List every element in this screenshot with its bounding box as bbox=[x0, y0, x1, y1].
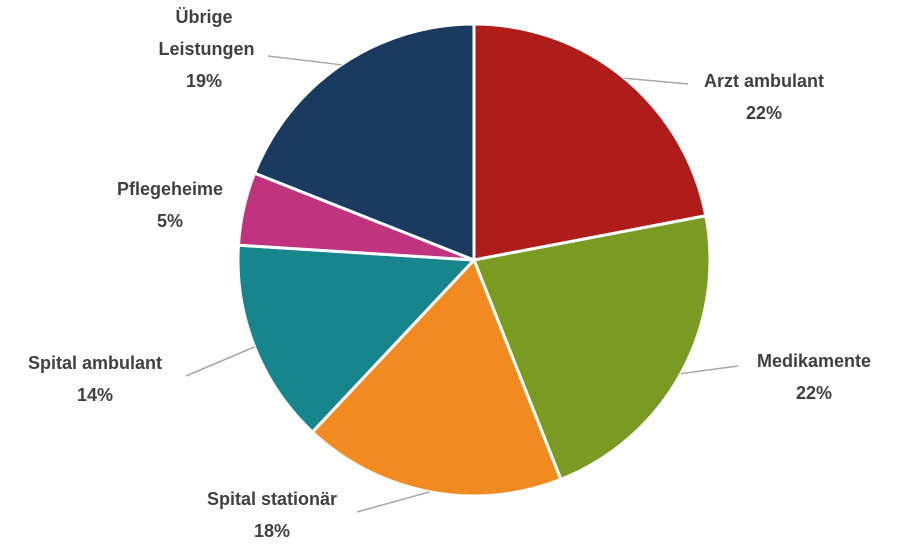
slice-label: Arzt ambulant bbox=[704, 71, 824, 91]
slice-value-label: 5% bbox=[157, 211, 183, 231]
slice-value-label: 22% bbox=[746, 103, 782, 123]
slice-label: Übrige Leistungen bbox=[153, 7, 254, 59]
slice-label: Spital stationär bbox=[207, 489, 337, 509]
leader-line bbox=[680, 365, 739, 375]
slice-label: Pflegeheime bbox=[117, 179, 223, 199]
pie-slice bbox=[252, 22, 476, 263]
leader-line bbox=[185, 346, 255, 377]
slice-value-label: 19% bbox=[186, 71, 222, 91]
pie-slice bbox=[310, 257, 563, 498]
pie-slice bbox=[471, 214, 712, 482]
slice-value-label: 22% bbox=[796, 383, 832, 403]
slice-value-label: 14% bbox=[77, 385, 113, 405]
leader-line bbox=[356, 491, 430, 513]
leader-line bbox=[267, 55, 342, 66]
slice-label: Spital ambulant bbox=[28, 353, 162, 373]
leader-line bbox=[624, 77, 689, 85]
pie-slice bbox=[236, 243, 478, 435]
slice-label: Medikamente bbox=[757, 351, 871, 371]
slice-value-label: 18% bbox=[254, 521, 290, 541]
